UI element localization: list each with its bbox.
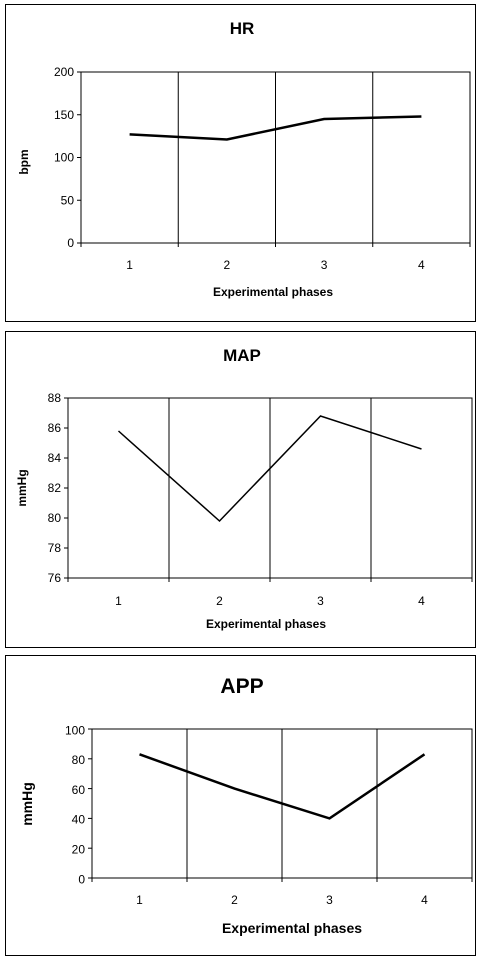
- y-tick-label: 40: [72, 813, 86, 827]
- x-axis-label: Experimental phases: [213, 285, 333, 299]
- y-axis-label: mmHg: [19, 782, 35, 826]
- y-tick-label: 76: [48, 571, 62, 585]
- y-tick-label: 82: [48, 481, 62, 495]
- y-tick-label: 86: [48, 421, 62, 435]
- chart-title: MAP: [223, 346, 261, 365]
- x-tick-label: 1: [136, 893, 143, 907]
- chart-panel-map: MAP Experimental phases mmHg 76 78 80 82 84 8…: [5, 331, 476, 648]
- x-tick-label: 3: [317, 594, 324, 608]
- chart-hr: HR Experimental phases bpm 0 50 100 150 200 1…: [17, 19, 471, 299]
- x-tick-label: 1: [115, 594, 122, 608]
- y-axis-label: mmHg: [15, 469, 29, 506]
- y-tick-label: 88: [48, 391, 62, 405]
- x-tick-label: 2: [216, 594, 223, 608]
- y-tick-label: 0: [78, 872, 85, 886]
- chart-panel-app: APP Experimental phases mmHg 0 20 40 60 80 10…: [5, 655, 476, 956]
- y-tick-label: 50: [61, 193, 75, 207]
- x-tick-label: 3: [326, 893, 333, 907]
- x-tick-label: 3: [321, 258, 328, 272]
- y-tick-label: 80: [48, 511, 62, 525]
- series-line: [129, 115, 422, 141]
- chart-title: APP: [220, 675, 263, 698]
- x-tick-label: 2: [231, 893, 238, 907]
- series-line: [118, 415, 422, 523]
- y-tick-label: 0: [67, 236, 74, 250]
- x-tick-label: 4: [418, 594, 425, 608]
- chart-panel-hr: HR Experimental phases bpm 0 50 100 150 200 1…: [5, 4, 476, 322]
- y-tick-label: 84: [48, 451, 62, 465]
- x-tick-label: 4: [421, 893, 428, 907]
- series-line: [139, 753, 426, 820]
- x-tick-label: 1: [126, 258, 133, 272]
- y-tick-label: 20: [72, 842, 86, 856]
- y-tick-label: 60: [72, 783, 86, 797]
- y-tick-label: 78: [48, 541, 62, 555]
- y-tick-label: 200: [54, 65, 74, 79]
- x-tick-label: 4: [418, 258, 425, 272]
- x-tick-label: 2: [224, 258, 231, 272]
- y-tick-label: 100: [54, 151, 74, 165]
- chart-title: HR: [230, 19, 255, 38]
- y-tick-label: 80: [72, 753, 86, 767]
- y-axis-label: bpm: [17, 149, 31, 174]
- y-tick-label: 100: [65, 723, 85, 737]
- y-tick-label: 150: [54, 108, 74, 122]
- x-axis-label: Experimental phases: [222, 920, 362, 936]
- chart-map: MAP Experimental phases mmHg 76 78 80 82 84 8…: [15, 346, 473, 631]
- chart-app: APP Experimental phases mmHg 0 20 40 60 80 10…: [19, 675, 473, 936]
- x-axis-label: Experimental phases: [206, 617, 326, 631]
